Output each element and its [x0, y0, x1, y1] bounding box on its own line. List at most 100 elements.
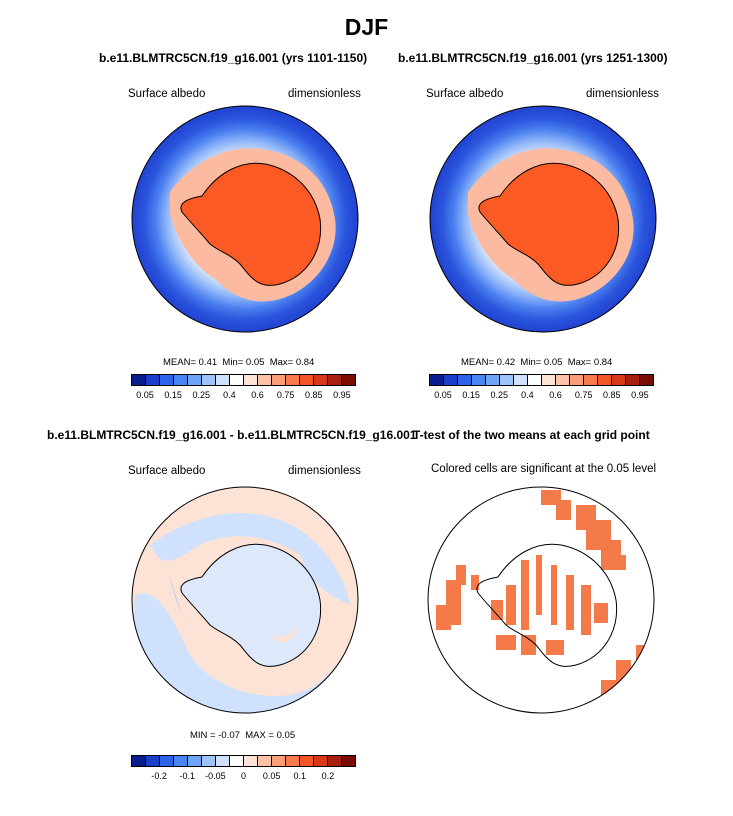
- colorbar-swatch: [598, 375, 612, 385]
- colorbar-swatch: [528, 375, 542, 385]
- panel2-mean-label: MEAN=: [461, 357, 494, 368]
- panel3-title: b.e11.BLMTRC5CN.f19_g16.001 - b.e11.BLMT…: [47, 428, 417, 442]
- colorbar-swatch: [258, 756, 272, 766]
- panel3-coastline: [180, 543, 322, 667]
- colorbar-swatch: [174, 375, 188, 385]
- panel4-coastline: [476, 543, 618, 667]
- colorbar-swatch: [146, 756, 160, 766]
- panel1-units-label: dimensionless: [288, 88, 361, 100]
- panel2-max: 0.84: [593, 357, 613, 368]
- panel4-significant-cells: [436, 490, 644, 695]
- colorbar-tick-label: 0.4: [223, 390, 236, 400]
- panel1-colorbar: [131, 374, 356, 386]
- colorbar-tick-label: 0.05: [262, 771, 281, 781]
- colorbar-swatch: [244, 375, 258, 385]
- panel2-mean: 0.42: [496, 357, 516, 368]
- colorbar-swatch: [542, 375, 556, 385]
- colorbar-swatch: [160, 756, 174, 766]
- panel2-max-label: Max=: [567, 357, 592, 368]
- colorbar-swatch: [556, 375, 570, 385]
- colorbar-tick-label: 0.75: [574, 390, 593, 400]
- colorbar-tick-label: 0.15: [462, 390, 480, 400]
- colorbar-swatch: [328, 375, 342, 385]
- colorbar-tick-label: 0.85: [305, 390, 323, 400]
- colorbar-swatch: [314, 375, 328, 385]
- colorbar-swatch: [202, 375, 216, 385]
- colorbar-swatch: [328, 756, 342, 766]
- colorbar-swatch: [188, 756, 202, 766]
- figure-title: DJF: [344, 14, 389, 40]
- panel2-colorbar-ticks: 0.05 0.15 0.25 0.4 0.6 0.75 0.85 0.95: [429, 390, 654, 402]
- colorbar-tick-label: 0.95: [333, 390, 351, 400]
- colorbar-swatch: [500, 375, 514, 385]
- colorbar-tick-label: 0.25: [192, 390, 211, 400]
- panel3-difference-map: [131, 486, 359, 714]
- panel2-coastline: [478, 162, 620, 286]
- colorbar-swatch: [216, 756, 230, 766]
- colorbar-swatch: [230, 756, 244, 766]
- colorbar-swatch: [258, 375, 272, 385]
- panel1-mean-label: MEAN=: [163, 357, 196, 368]
- colorbar-swatch: [430, 375, 444, 385]
- panel1-variable-label: Surface albedo: [128, 88, 206, 100]
- colorbar-swatch: [160, 375, 174, 385]
- colorbar-swatch: [472, 375, 486, 385]
- colorbar-swatch: [202, 756, 216, 766]
- colorbar-swatch: [216, 375, 230, 385]
- panel4-title: T-test of the two means at each grid poi…: [413, 428, 650, 442]
- colorbar-tick-label: 0: [240, 771, 246, 781]
- colorbar-swatch: [640, 375, 653, 385]
- colorbar-swatch: [286, 375, 300, 385]
- colorbar-tick-label: 0.6: [549, 390, 562, 400]
- panel2-min-label: Min=: [520, 357, 542, 368]
- colorbar-swatch: [146, 375, 160, 385]
- panel4-ttest-map: [427, 486, 655, 714]
- panel1-max: 0.84: [295, 357, 315, 368]
- panel1-max-label: Max=: [269, 357, 294, 368]
- panel2-title: b.e11.BLMTRC5CN.f19_g16.001 (yrs 1251-13…: [398, 51, 668, 65]
- colorbar-swatch: [300, 375, 314, 385]
- colorbar-tick-label: 0.95: [631, 390, 649, 400]
- panel2-ice-sheet: [478, 163, 619, 286]
- colorbar-tick-label: 0.25: [490, 390, 509, 400]
- panel1-min-label: Min=: [222, 357, 244, 368]
- panel3-units-label: dimensionless: [288, 465, 361, 477]
- panel1-coastline: [180, 162, 322, 286]
- colorbar-tick-label: -0.2: [151, 771, 167, 781]
- colorbar-swatch: [286, 756, 300, 766]
- panel2-variable-label: Surface albedo: [426, 88, 504, 100]
- colorbar-swatch: [300, 756, 314, 766]
- panel3-max: 0.05: [276, 730, 296, 741]
- panel4-subtitle: Colored cells are significant at the 0.0…: [431, 463, 657, 475]
- panel1-stats: MEAN= 0.41 Min= 0.05 Max= 0.84: [163, 357, 314, 368]
- colorbar-swatch: [458, 375, 472, 385]
- panel1-albedo-map: [131, 105, 359, 333]
- colorbar-tick-label: 0.15: [164, 390, 182, 400]
- panel3-stats: MIN = -0.07 MAX = 0.05: [190, 730, 295, 741]
- colorbar-swatch: [514, 375, 528, 385]
- colorbar-swatch: [244, 756, 258, 766]
- panel3-colorbar: [131, 755, 356, 767]
- panel3-min: -0.07: [218, 730, 240, 741]
- colorbar-tick-label: 0.85: [603, 390, 621, 400]
- colorbar-tick-label: 0.4: [521, 390, 534, 400]
- panel2-min: 0.05: [543, 357, 563, 368]
- panel3-min-label: MIN =: [190, 730, 216, 741]
- colorbar-tick-label: -0.1: [179, 771, 195, 781]
- panel2-stats: MEAN= 0.42 Min= 0.05 Max= 0.84: [461, 357, 612, 368]
- colorbar-swatch: [132, 756, 146, 766]
- colorbar-tick-label: 0.6: [251, 390, 264, 400]
- colorbar-swatch: [584, 375, 598, 385]
- panel1-ice-sheet: [180, 163, 321, 286]
- colorbar-swatch: [272, 756, 286, 766]
- panel1-min: 0.05: [245, 357, 265, 368]
- colorbar-tick-label: 0.2: [321, 771, 335, 781]
- colorbar-swatch: [174, 756, 188, 766]
- colorbar-swatch: [342, 375, 355, 385]
- panel2-colorbar: [429, 374, 654, 386]
- panel1-title: b.e11.BLMTRC5CN.f19_g16.001 (yrs 1101-11…: [99, 51, 368, 65]
- colorbar-swatch: [486, 375, 500, 385]
- colorbar-swatch: [612, 375, 626, 385]
- colorbar-swatch: [570, 375, 584, 385]
- panel1-colorbar-ticks: 0.05 0.15 0.25 0.4 0.6 0.75 0.85 0.95: [131, 390, 356, 402]
